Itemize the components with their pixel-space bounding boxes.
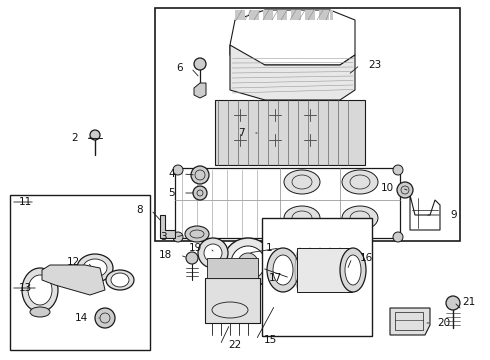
Text: 21: 21	[462, 297, 475, 307]
Ellipse shape	[193, 186, 207, 200]
Text: 13: 13	[19, 283, 32, 293]
Text: 7: 7	[238, 128, 245, 138]
Text: 5: 5	[169, 188, 175, 198]
Text: 9: 9	[450, 210, 457, 220]
Ellipse shape	[28, 275, 52, 305]
Polygon shape	[263, 10, 273, 20]
Ellipse shape	[106, 270, 134, 290]
Text: 4: 4	[169, 169, 175, 179]
Text: 10: 10	[381, 183, 394, 193]
Polygon shape	[194, 83, 206, 98]
Ellipse shape	[342, 170, 378, 194]
Ellipse shape	[95, 308, 115, 328]
Ellipse shape	[111, 273, 129, 287]
Polygon shape	[230, 10, 355, 65]
Ellipse shape	[345, 255, 361, 285]
Bar	[175, 168, 400, 238]
Text: 17: 17	[269, 273, 282, 283]
Text: 2: 2	[72, 133, 78, 143]
Circle shape	[173, 165, 183, 175]
Text: 22: 22	[228, 340, 241, 350]
Ellipse shape	[446, 296, 460, 310]
Ellipse shape	[90, 130, 100, 140]
Bar	[205, 278, 260, 323]
Bar	[395, 312, 423, 330]
Polygon shape	[277, 10, 287, 20]
Ellipse shape	[340, 248, 366, 292]
Ellipse shape	[77, 254, 113, 282]
Ellipse shape	[198, 238, 228, 268]
Polygon shape	[410, 195, 440, 230]
Text: 12: 12	[67, 257, 80, 267]
Text: 20: 20	[437, 318, 450, 328]
Text: 3: 3	[160, 232, 167, 242]
Ellipse shape	[83, 259, 107, 277]
Ellipse shape	[284, 170, 320, 194]
Bar	[297, 248, 352, 292]
Ellipse shape	[204, 244, 222, 262]
Ellipse shape	[223, 238, 273, 288]
Polygon shape	[330, 10, 333, 20]
Ellipse shape	[267, 248, 299, 292]
Polygon shape	[319, 10, 329, 20]
Text: 23: 23	[368, 60, 381, 70]
Ellipse shape	[273, 255, 293, 285]
Ellipse shape	[30, 307, 50, 317]
Polygon shape	[390, 308, 430, 335]
Polygon shape	[305, 10, 315, 20]
Ellipse shape	[186, 252, 198, 264]
Circle shape	[393, 232, 403, 242]
Text: 15: 15	[264, 335, 277, 345]
Ellipse shape	[284, 206, 320, 230]
Polygon shape	[249, 10, 259, 20]
Polygon shape	[235, 10, 245, 20]
Bar	[10, 195, 150, 350]
Ellipse shape	[212, 302, 248, 318]
Ellipse shape	[194, 58, 206, 70]
Polygon shape	[291, 10, 301, 20]
Text: 1: 1	[266, 243, 272, 253]
Text: 11: 11	[19, 197, 32, 207]
Ellipse shape	[238, 253, 258, 273]
Polygon shape	[230, 45, 355, 100]
Circle shape	[393, 165, 403, 175]
Circle shape	[173, 232, 183, 242]
Text: 16: 16	[360, 253, 373, 263]
Bar	[262, 218, 372, 336]
Text: 14: 14	[75, 313, 88, 323]
Bar	[155, 8, 460, 241]
Polygon shape	[42, 265, 105, 295]
Text: 8: 8	[136, 205, 143, 215]
Ellipse shape	[185, 226, 209, 242]
Text: 19: 19	[189, 243, 202, 253]
Ellipse shape	[191, 166, 209, 184]
Text: 18: 18	[159, 250, 172, 260]
Ellipse shape	[22, 268, 58, 312]
Ellipse shape	[342, 206, 378, 230]
Bar	[215, 100, 365, 165]
Bar	[207, 258, 258, 278]
Ellipse shape	[231, 246, 265, 280]
Ellipse shape	[397, 182, 413, 198]
Text: 6: 6	[176, 63, 183, 73]
Polygon shape	[160, 215, 175, 238]
